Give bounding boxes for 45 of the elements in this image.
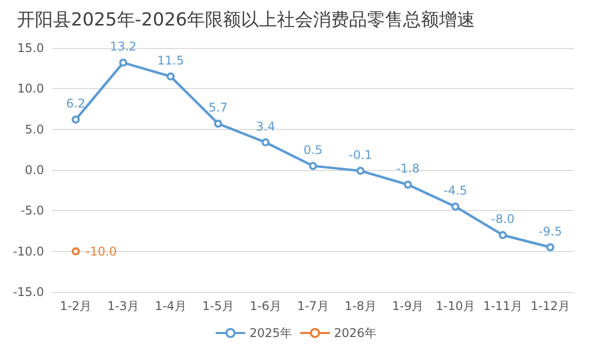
data-label: -0.1 [348, 148, 372, 162]
point [72, 116, 80, 124]
point [214, 120, 222, 128]
y-tick-label: 0.0 [24, 163, 44, 177]
x-tick-label: 1-8月 [344, 299, 376, 313]
data-label: -4.5 [444, 184, 468, 198]
point [404, 180, 412, 189]
legend-label: 2026年 [334, 326, 377, 340]
x-tick-label: 1-12月 [530, 299, 570, 313]
x-tick-label: 1-4月 [154, 299, 186, 313]
data-label: 0.5 [303, 142, 323, 157]
point [72, 247, 80, 256]
point [546, 243, 554, 252]
data-label: -9.5 [538, 224, 562, 238]
point [498, 231, 507, 240]
chart-title: 开阳县2025年-2026年限额以上社会消费品零售总额增速 [17, 10, 476, 30]
data-label: -1.8 [396, 162, 420, 176]
point [309, 162, 317, 170]
x-tick-label: 1-5月 [202, 299, 234, 313]
x-tick-label: 1-10月 [436, 299, 475, 313]
data-label: 11.5 [157, 53, 184, 68]
y-tick-label: 5.0 [24, 122, 44, 136]
point [262, 138, 270, 146]
x-tick-label: 1-3月 [107, 299, 139, 313]
x-tick-label: 1-9月 [392, 299, 424, 313]
data-label: 13.2 [110, 40, 137, 54]
point [451, 202, 460, 211]
data-label: 5.7 [208, 100, 228, 115]
y-tick-label: 10.0 [17, 82, 44, 96]
data-label: -10.0 [86, 244, 117, 258]
y-tick-label: -10.0 [12, 244, 44, 258]
point [166, 72, 175, 80]
x-tick-label: 1-6月 [250, 299, 282, 313]
point [356, 166, 364, 175]
y-tick-label: 15.0 [17, 41, 44, 55]
x-tick-label: 1-11月 [483, 299, 522, 313]
legend-label: 2025年 [249, 326, 292, 340]
x-tick-label: 1-2月 [60, 299, 92, 313]
y-tick-label: -15.0 [12, 285, 44, 299]
x-tick-label: 1-7月 [297, 299, 329, 313]
point [119, 58, 128, 67]
y-tick-label: -5.0 [20, 204, 44, 218]
data-label: 3.4 [256, 119, 276, 134]
data-label: 6.2 [66, 96, 86, 111]
data-label: -8.0 [491, 212, 515, 226]
